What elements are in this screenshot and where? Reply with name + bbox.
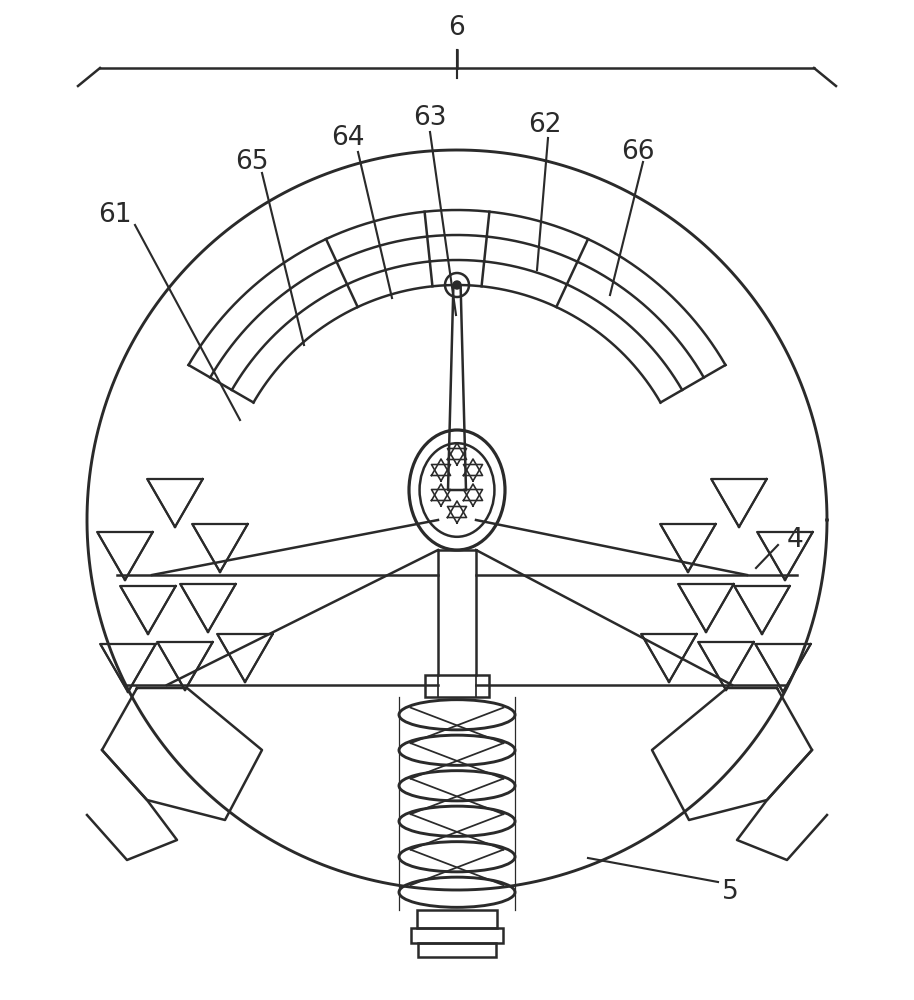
Text: 65: 65: [235, 149, 269, 175]
Bar: [418, 943, 496, 957]
Bar: [417, 910, 497, 928]
Text: 4: 4: [787, 527, 803, 553]
Text: 64: 64: [331, 125, 365, 151]
Text: 63: 63: [413, 105, 447, 131]
Text: 61: 61: [98, 202, 132, 228]
Bar: [425, 675, 489, 697]
Text: 5: 5: [722, 879, 739, 905]
Text: 62: 62: [528, 112, 562, 138]
Bar: [411, 928, 503, 943]
Text: 6: 6: [449, 15, 465, 41]
Text: 66: 66: [622, 139, 654, 165]
Circle shape: [453, 281, 461, 289]
